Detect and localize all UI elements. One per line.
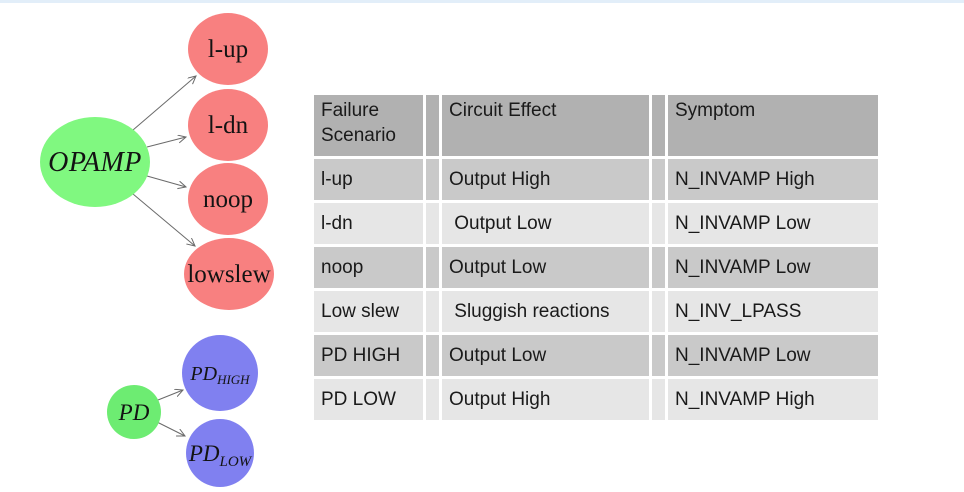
cell-symptom: N_INV_LPASS — [668, 291, 878, 332]
cell-spacer — [652, 203, 665, 244]
fault-node-lowslew — [184, 238, 274, 310]
cell-spacer — [652, 335, 665, 376]
cell-scenario: noop — [314, 247, 423, 288]
pd-high-label-sub: HIGH — [216, 372, 250, 387]
arrow-opamp-lup — [132, 76, 196, 131]
pd-node-label: PD — [118, 400, 150, 425]
cell-scenario: PD HIGH — [314, 335, 423, 376]
header-circuit-effect: Circuit Effect — [442, 95, 649, 156]
fault-node-noop — [188, 163, 268, 235]
pd-high-node — [182, 335, 258, 411]
pd-node — [107, 385, 161, 439]
cell-scenario: Low slew — [314, 291, 423, 332]
cell-symptom: N_INVAMP High — [668, 379, 878, 420]
cell-spacer — [426, 247, 439, 288]
cell-effect: Output Low — [442, 203, 649, 244]
table-row: l-up Output High N_INVAMP High — [314, 159, 878, 200]
cell-spacer — [652, 159, 665, 200]
top-edge-strip — [0, 0, 964, 3]
header-failure-scenario: Failure Scenario — [314, 95, 423, 156]
cell-effect: Output Low — [442, 247, 649, 288]
pd-high-node-label: PDHIGH — [189, 363, 250, 387]
fault-tree-diagram: OPAMP l-up l-dn noop lowslew PD PDHIGH P… — [40, 13, 274, 487]
table-row: PD LOW Output High N_INVAMP High — [314, 379, 878, 420]
table-row: PD HIGH Output Low N_INVAMP Low — [314, 335, 878, 376]
pd-low-node — [186, 419, 254, 487]
table-header-row: Failure Scenario Circuit Effect Symptom — [314, 95, 878, 156]
arrow-opamp-noop — [146, 175, 186, 187]
cell-spacer — [426, 379, 439, 420]
fault-node-noop-label: noop — [203, 186, 253, 213]
cell-scenario: l-up — [314, 159, 423, 200]
header-symptom: Symptom — [668, 95, 878, 156]
cell-symptom: N_INVAMP Low — [668, 203, 878, 244]
opamp-node — [40, 117, 150, 207]
arrow-opamp-ldn — [146, 137, 186, 148]
cell-symptom: N_INVAMP Low — [668, 335, 878, 376]
cell-spacer — [426, 291, 439, 332]
cell-scenario: PD LOW — [314, 379, 423, 420]
cell-spacer — [426, 203, 439, 244]
arrow-opamp-lowslew — [132, 193, 195, 246]
cell-scenario: l-dn — [314, 203, 423, 244]
cell-spacer — [652, 379, 665, 420]
fault-node-lup-label: l-up — [208, 36, 248, 63]
cell-effect: Output Low — [442, 335, 649, 376]
cell-effect: Sluggish reactions — [442, 291, 649, 332]
table-row: l-dn Output Low N_INVAMP Low — [314, 203, 878, 244]
fault-node-lowslew-label: lowslew — [187, 261, 270, 288]
pd-low-label-sub: LOW — [219, 454, 253, 470]
fault-node-ldn — [188, 89, 268, 161]
fault-node-lup — [188, 13, 268, 85]
opamp-node-label: OPAMP — [48, 147, 142, 178]
arrow-pd-low — [156, 421, 185, 436]
cell-spacer — [426, 159, 439, 200]
cell-effect: Output High — [442, 379, 649, 420]
header-spacer-2 — [652, 95, 665, 156]
cell-spacer — [652, 247, 665, 288]
cell-symptom: N_INVAMP Low — [668, 247, 878, 288]
cell-effect: Output High — [442, 159, 649, 200]
header-spacer-1 — [426, 95, 439, 156]
failure-scenario-table: Failure Scenario Circuit Effect Symptom … — [311, 92, 881, 423]
arrow-pd-high — [157, 390, 183, 401]
fault-node-ldn-label: l-dn — [208, 112, 249, 139]
pd-high-label-main: PD — [189, 363, 217, 385]
cell-spacer — [426, 335, 439, 376]
table-row: Low slew Sluggish reactions N_INV_LPASS — [314, 291, 878, 332]
table-row: noop Output Low N_INVAMP Low — [314, 247, 878, 288]
cell-symptom: N_INVAMP High — [668, 159, 878, 200]
pd-low-label-main: PD — [188, 441, 220, 466]
cell-spacer — [652, 291, 665, 332]
pd-low-node-label: PDLOW — [188, 441, 253, 470]
